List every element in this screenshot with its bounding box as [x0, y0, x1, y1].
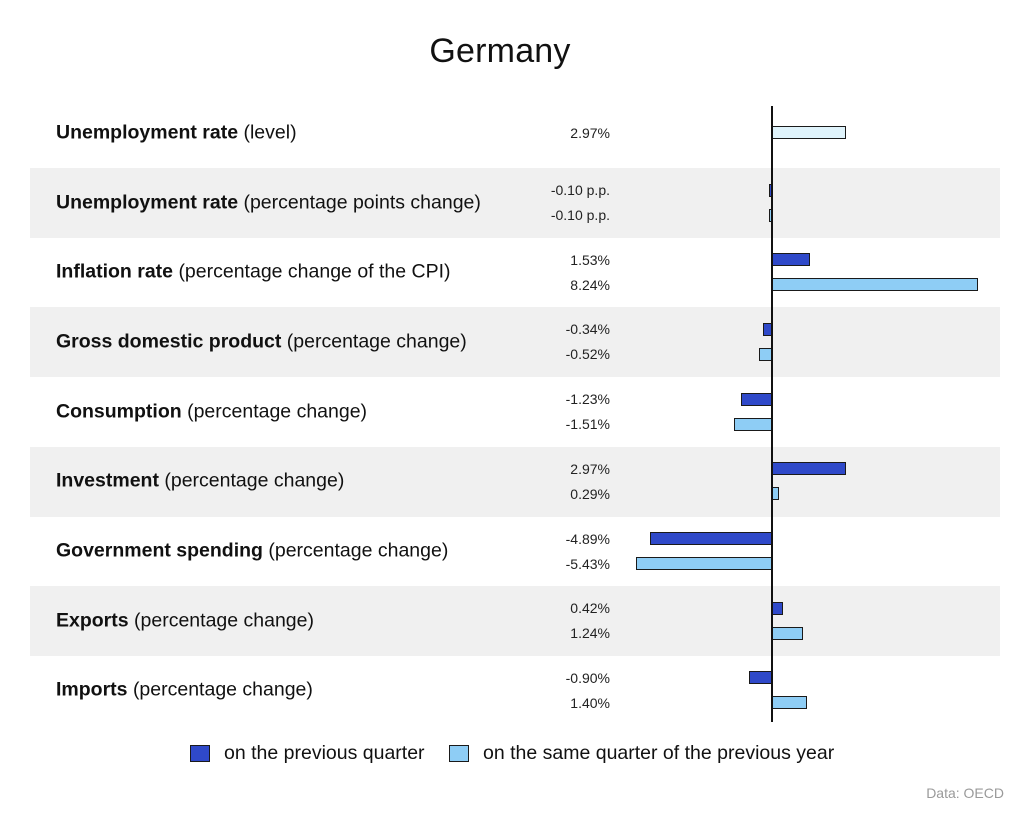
bar-value-label: -0.52% [565, 346, 610, 363]
indicator-measure: (percentage change) [286, 330, 467, 353]
bar-value-label: 1.40% [570, 694, 610, 711]
bar-previous-quarter [749, 671, 772, 685]
indicator-label: Exports (percentage change) [56, 609, 314, 632]
legend-swatch-same-quarter-previous-year [449, 745, 469, 762]
indicator-measure: (percentage change of the CPI) [178, 260, 451, 283]
bar-value-label: -0.90% [565, 669, 610, 686]
indicator-measure: (percentage points change) [243, 191, 481, 214]
legend-label-previous-quarter: on the previous quarter [224, 742, 425, 764]
indicator-name: Investment [56, 469, 159, 492]
legend-label-same-quarter-previous-year: on the same quarter of the previous year [483, 742, 835, 764]
indicator-label: Gross domestic product (percentage chang… [56, 330, 467, 353]
row-stripe [30, 585, 1000, 656]
indicator-name: Unemployment rate [56, 121, 239, 144]
bar-previous-quarter [741, 392, 772, 406]
indicator-measure: (level) [243, 121, 297, 144]
bar-level [772, 126, 847, 140]
indicator-measure: (percentage change) [187, 400, 368, 423]
legend: on the previous quarter on the same quar… [0, 742, 1000, 766]
indicator-measure: (percentage change) [164, 469, 345, 492]
bar-value-label: -4.89% [565, 530, 610, 547]
indicator-name: Exports [56, 609, 129, 632]
zero-axis-line [771, 106, 773, 722]
bar-value-label: -0.10 p.p. [550, 182, 610, 199]
bar-same-quarter-previous-year [734, 417, 772, 431]
bar-same-quarter-previous-year [635, 557, 772, 571]
source-note: Data: OECD [926, 785, 1004, 801]
bar-previous-quarter [772, 253, 811, 267]
indicator-label: Investment (percentage change) [56, 470, 344, 493]
bar-value-label: 0.29% [570, 485, 610, 502]
indicator-name: Inflation rate [56, 260, 174, 283]
indicator-label: Inflation rate (percentage change of the… [56, 261, 451, 284]
indicator-name: Imports [56, 678, 128, 701]
bar-value-label: 1.53% [570, 251, 610, 268]
bar-value-label: 8.24% [570, 276, 610, 293]
chart-title: Germany [429, 32, 571, 70]
bar-same-quarter-previous-year [772, 626, 804, 640]
bar-value-label: 2.97% [570, 124, 610, 141]
bar-previous-quarter [649, 532, 772, 546]
bar-value-label: -5.43% [565, 555, 610, 572]
row-stripe [30, 307, 1000, 378]
indicator-name: Consumption [56, 400, 182, 423]
bar-same-quarter-previous-year [772, 696, 808, 710]
indicator-label: Government spending (percentage change) [56, 540, 448, 563]
indicator-label: Consumption (percentage change) [56, 400, 367, 423]
indicator-name: Government spending [56, 539, 263, 562]
legend-item-same-quarter-previous-year: on the same quarter of the previous year [449, 742, 834, 765]
row-stripe [30, 167, 1000, 238]
bar-same-quarter-previous-year [772, 278, 979, 292]
indicator-measure: (percentage change) [268, 539, 449, 562]
bar-value-label: 1.24% [570, 625, 610, 642]
bar-previous-quarter [772, 462, 847, 476]
indicator-label: Unemployment rate (percentage points cha… [56, 191, 481, 214]
bar-value-label: 0.42% [570, 600, 610, 617]
row-stripe [30, 446, 1000, 517]
legend-swatch-previous-quarter [190, 745, 210, 762]
indicator-measure: (percentage change) [134, 609, 314, 632]
indicator-label: Imports (percentage change) [56, 679, 313, 702]
bar-value-label: -0.10 p.p. [550, 207, 610, 224]
indicator-name: Unemployment rate [56, 191, 239, 214]
indicator-label: Unemployment rate (level) [56, 121, 297, 144]
bar-value-label: -1.23% [565, 391, 610, 408]
bar-same-quarter-previous-year [772, 487, 780, 501]
bar-previous-quarter [772, 601, 783, 615]
bar-value-label: 2.97% [570, 460, 610, 477]
bar-value-label: -0.34% [565, 321, 610, 338]
bar-value-label: -1.51% [565, 416, 610, 433]
indicator-name: Gross domestic product [56, 330, 282, 353]
indicator-measure: (percentage change) [132, 678, 313, 701]
legend-item-previous-quarter: on the previous quarter [190, 742, 425, 765]
